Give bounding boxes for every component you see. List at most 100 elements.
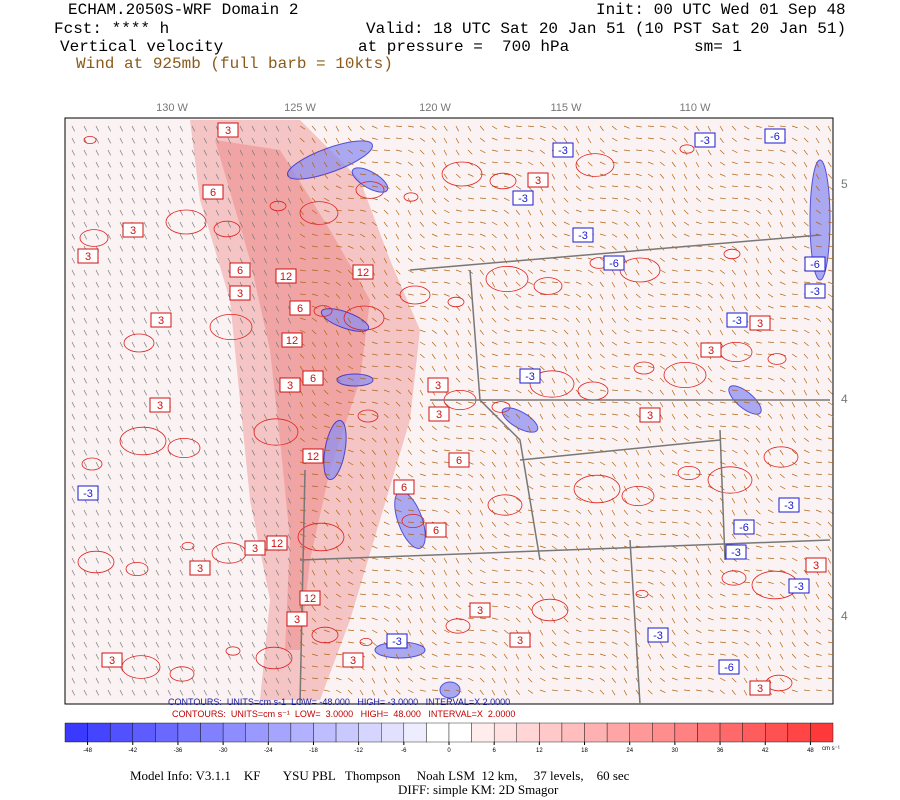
wind-barb bbox=[239, 485, 244, 492]
contour-label: 3 bbox=[813, 560, 819, 572]
wind-barb bbox=[635, 629, 641, 635]
wind-barb bbox=[299, 257, 306, 260]
wind-barb bbox=[791, 209, 796, 216]
wind-barb bbox=[347, 473, 353, 479]
wind-barb bbox=[227, 377, 232, 384]
wind-barb bbox=[539, 413, 544, 420]
pressure: at pressure = 700 hPa bbox=[358, 38, 570, 56]
wind-barb bbox=[143, 365, 148, 372]
wind-barb bbox=[203, 509, 208, 516]
wind-barb bbox=[95, 413, 100, 420]
wind-barb bbox=[347, 617, 355, 619]
wind-barb bbox=[491, 677, 496, 684]
wind-barb bbox=[647, 461, 652, 468]
wind-barb bbox=[743, 305, 748, 312]
wind-barb bbox=[491, 497, 496, 504]
wind-barb bbox=[527, 473, 533, 479]
wind-barb bbox=[743, 137, 750, 141]
wind-barb bbox=[263, 641, 268, 648]
wind-barb bbox=[503, 305, 509, 311]
wind-barb bbox=[419, 197, 424, 204]
wind-barb bbox=[755, 197, 762, 202]
wind-barb bbox=[107, 689, 112, 696]
wind-barb bbox=[503, 545, 510, 548]
wind-barb bbox=[107, 485, 112, 492]
wind-barb bbox=[779, 401, 784, 408]
wind-barb bbox=[683, 161, 688, 168]
wind-barb bbox=[731, 173, 738, 176]
wind-barb bbox=[515, 449, 520, 456]
wind-barb bbox=[347, 365, 354, 370]
wind-barb bbox=[743, 593, 751, 595]
wind-barb bbox=[491, 401, 498, 404]
wind-barb bbox=[659, 485, 666, 489]
wind-barb bbox=[347, 509, 352, 516]
wind-barb bbox=[815, 329, 821, 335]
wind-barb bbox=[191, 341, 196, 348]
wind-barb bbox=[179, 161, 184, 168]
wind-barb bbox=[647, 605, 653, 611]
wind-barb bbox=[395, 677, 400, 683]
wind-barb bbox=[815, 581, 820, 588]
wind-barb bbox=[371, 389, 378, 392]
wind-barb bbox=[167, 557, 172, 564]
wind-barb bbox=[83, 521, 88, 528]
contour-label: 3 bbox=[708, 345, 714, 357]
wind-barb bbox=[743, 269, 748, 276]
wind-barb bbox=[563, 173, 568, 180]
wind-barb bbox=[587, 365, 593, 371]
wind-barb bbox=[755, 233, 760, 240]
wind-barb bbox=[695, 545, 700, 552]
wind-barb bbox=[311, 329, 317, 335]
wind-barb bbox=[515, 545, 523, 548]
wind-barb bbox=[395, 317, 402, 320]
wind-barb bbox=[143, 653, 148, 660]
contour-line bbox=[441, 161, 483, 187]
wind-barb bbox=[743, 233, 749, 239]
wind-barb bbox=[791, 353, 798, 358]
wind-barb bbox=[695, 461, 703, 463]
wind-barb bbox=[743, 629, 750, 633]
wind-barb bbox=[755, 305, 761, 311]
wind-barb bbox=[479, 197, 487, 199]
wind-barb bbox=[371, 689, 376, 696]
wind-barb bbox=[287, 413, 292, 420]
wind-barb bbox=[71, 629, 76, 636]
wind-barb bbox=[683, 329, 689, 334]
wind-barb bbox=[683, 605, 688, 612]
wind-barb bbox=[335, 437, 343, 439]
wind-barb bbox=[707, 581, 713, 587]
wind-barb bbox=[95, 461, 100, 468]
contour-label-box bbox=[572, 227, 594, 243]
colorbar-band bbox=[606, 722, 630, 743]
wind-barb bbox=[455, 233, 463, 235]
wind-barb bbox=[143, 377, 148, 384]
wind-barb bbox=[323, 533, 328, 540]
wind-barb bbox=[551, 485, 559, 488]
wind-barb bbox=[515, 269, 520, 275]
wind-barb bbox=[695, 617, 702, 622]
wind-barb bbox=[707, 533, 712, 540]
wind-barb bbox=[131, 149, 136, 156]
wind-barb bbox=[539, 341, 546, 345]
wind-barb bbox=[503, 569, 511, 571]
wind-barb bbox=[71, 197, 76, 204]
wind-barb bbox=[671, 449, 678, 454]
wind-barb bbox=[647, 449, 652, 456]
wind-barb bbox=[119, 377, 124, 384]
wind-barb bbox=[227, 365, 232, 372]
wind-barb bbox=[635, 341, 642, 344]
wind-barb bbox=[383, 161, 390, 164]
wind-barb bbox=[707, 173, 713, 179]
wind-barb bbox=[311, 293, 318, 296]
wind-barb bbox=[683, 617, 688, 623]
wind-barb bbox=[695, 629, 702, 633]
wind-barb bbox=[167, 281, 172, 288]
wind-barb bbox=[83, 293, 88, 300]
wind-barb bbox=[575, 281, 582, 285]
wind-barb bbox=[215, 269, 220, 276]
wind-barb bbox=[227, 449, 232, 456]
wind-barb bbox=[131, 185, 136, 192]
wind-barb bbox=[215, 629, 220, 636]
wind-barb bbox=[623, 605, 630, 608]
